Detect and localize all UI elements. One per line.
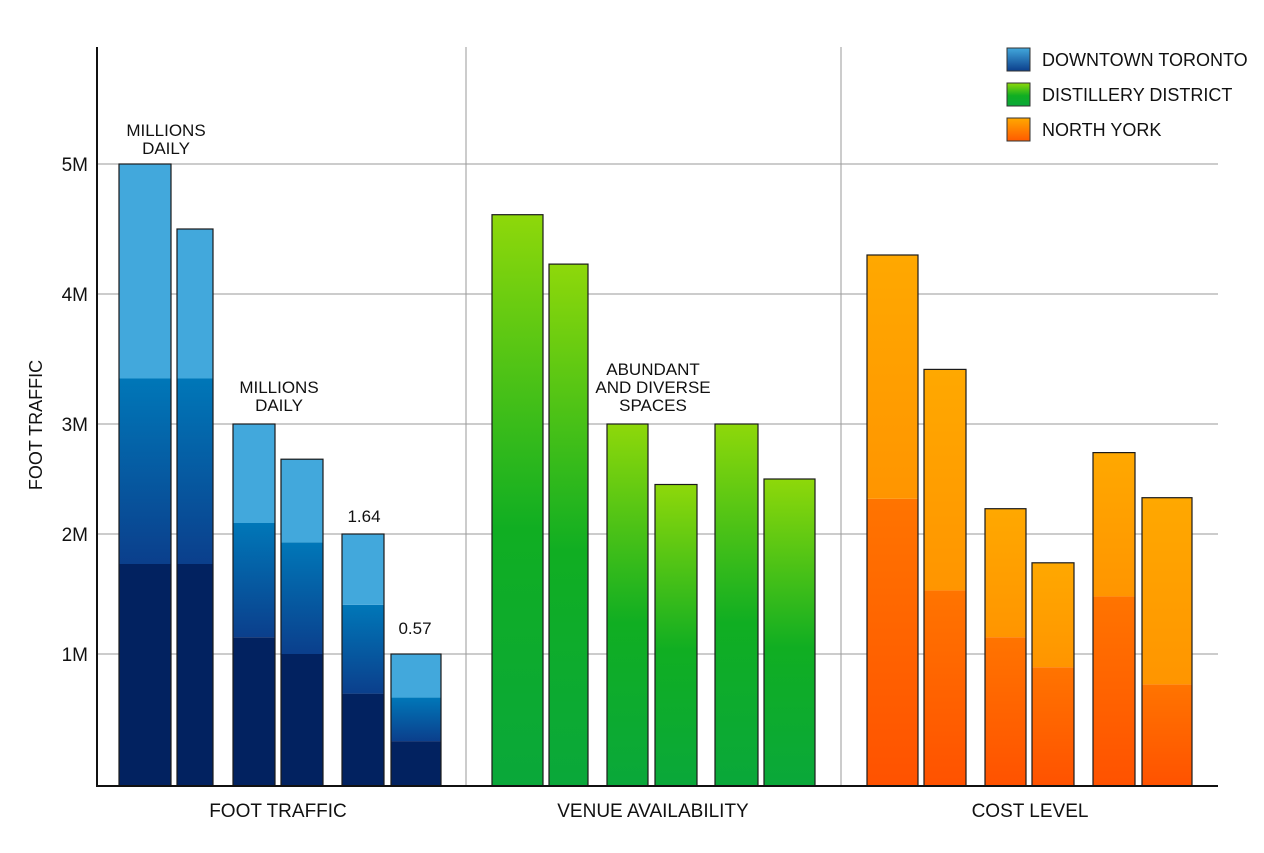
bar-segment (924, 590, 966, 786)
bar-segment (391, 697, 441, 742)
y-axis-label: FOOT TRAFFIC (26, 360, 46, 490)
bar-segment (342, 604, 384, 694)
legend-swatch (1006, 82, 1031, 107)
annotation: 1.64 (347, 507, 380, 526)
x-category-label: VENUE AVAILABILITY (557, 801, 749, 822)
bars (118, 163, 1193, 787)
bar-segment (867, 498, 918, 786)
bar-segment (764, 479, 815, 786)
legend-label: DISTILLERY DISTRICT (1042, 85, 1232, 105)
bar-segment (607, 424, 648, 786)
y-tick-label: 3M (62, 415, 88, 436)
bar-segment (492, 214, 543, 786)
annotation: MILLIONS (239, 378, 318, 397)
annotation: SPACES (619, 396, 687, 415)
y-tick-label: 1M (62, 645, 88, 666)
y-tick-label: 2M (62, 525, 88, 546)
bar-segment (715, 424, 758, 786)
bar-segment (985, 637, 1026, 786)
bar-segment (281, 654, 323, 786)
bar-segment (342, 534, 384, 605)
bar-segment (1093, 452, 1135, 597)
bar-segment (655, 484, 697, 786)
bar-segment (985, 508, 1026, 638)
annotation: 0.57 (398, 619, 431, 638)
bar-segment (119, 378, 171, 564)
bar-segment (549, 264, 588, 787)
bar-segment (233, 523, 275, 638)
legend-swatch (1006, 47, 1031, 72)
bar-segment (177, 564, 213, 786)
annotation: ABUNDANT (606, 360, 700, 379)
bar-segment (391, 654, 441, 698)
y-tick-label: 5M (62, 155, 88, 176)
bar-segment (867, 255, 918, 499)
labels: 1M 2M 3M 4M 5M FOOT TRAFFIC FOOT TRAFFIC VENUE … (26, 121, 1088, 822)
bar-segment (177, 378, 213, 564)
bar-segment (119, 564, 171, 786)
annotation: MILLIONS (126, 121, 205, 140)
annotation: DAILY (255, 396, 303, 415)
bar-segment (1032, 562, 1074, 668)
bar-segment (1142, 497, 1192, 685)
x-category-label: COST LEVEL (972, 801, 1089, 822)
bar-segment (281, 542, 323, 654)
bar-segment (391, 741, 441, 786)
bar-segment (342, 693, 384, 786)
axes (96, 47, 1218, 787)
legend: DOWNTOWN TORONTO DISTILLERY DISTRICT NORTH… (1006, 47, 1248, 142)
bar-segment (233, 424, 275, 523)
bar-segment (924, 369, 966, 591)
bar-segment (233, 637, 275, 786)
annotation: AND DIVERSE (595, 378, 710, 397)
legend-label: DOWNTOWN TORONTO (1042, 50, 1248, 70)
bar-segment (1142, 684, 1192, 786)
bar-segment (1093, 596, 1135, 786)
bar-segment (177, 229, 213, 379)
annotation: DAILY (142, 139, 190, 158)
legend-swatch (1006, 117, 1031, 142)
legend-label: NORTH YORK (1042, 120, 1161, 140)
bar-segment (1032, 667, 1074, 786)
x-category-label: FOOT TRAFFIC (209, 801, 347, 822)
y-tick-label: 4M (62, 285, 88, 306)
bar-segment (281, 459, 323, 543)
bar-segment (119, 164, 171, 379)
